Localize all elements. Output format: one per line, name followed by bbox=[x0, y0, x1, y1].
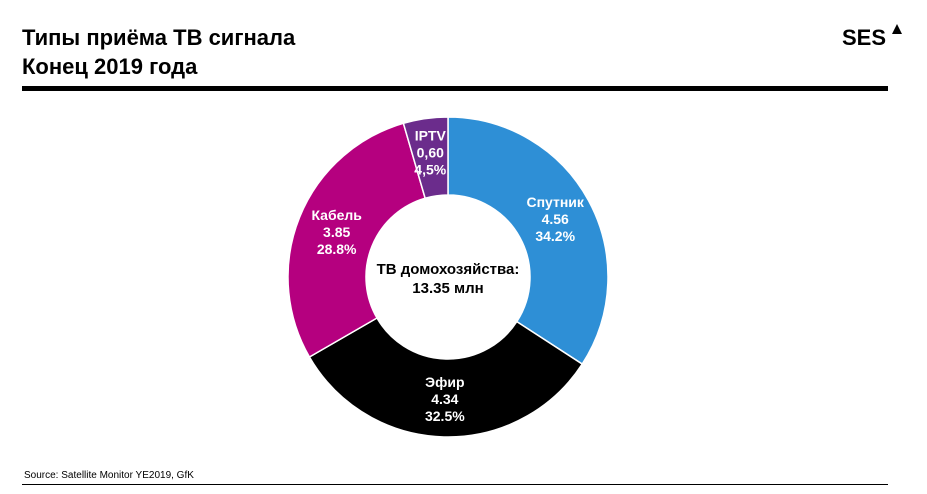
donut-slice-2 bbox=[308, 316, 584, 438]
donut-slice-3 bbox=[287, 122, 427, 359]
logo-text: SES bbox=[842, 25, 887, 50]
page-title: Типы приёма ТВ сигнала Конец 2019 года bbox=[22, 23, 295, 81]
slice-name-2: Эфир bbox=[425, 374, 464, 390]
center-label-line-2: 13.35 млн bbox=[412, 280, 483, 297]
footer-divider bbox=[22, 484, 888, 485]
slice-percent-1: 34.2% bbox=[535, 228, 575, 244]
donut-slices bbox=[287, 116, 609, 438]
slice-value-1: 4.56 bbox=[542, 211, 569, 227]
triangle-icon bbox=[892, 24, 902, 34]
title-line-1: Типы приёма ТВ сигнала bbox=[22, 25, 296, 50]
donut-slice-4 bbox=[402, 116, 449, 200]
slice-name-4: IPTV bbox=[415, 127, 447, 143]
donut-slice-1 bbox=[447, 116, 609, 366]
slice-percent-2: 32.5% bbox=[425, 408, 465, 424]
slice-percent-3: 28.8% bbox=[317, 241, 357, 257]
source-note: Source: Satellite Monitor YE2019, GfK bbox=[24, 470, 194, 481]
slice-name-1: Спутник bbox=[526, 194, 584, 210]
ses-logo: SES bbox=[842, 24, 904, 51]
center-label-line-1: ТВ домохозяйства: bbox=[377, 261, 520, 278]
title-divider bbox=[22, 86, 888, 91]
slice-value-3: 3.85 bbox=[323, 224, 350, 240]
slice-name-3: Кабель bbox=[311, 207, 362, 223]
title-line-2: Конец 2019 года bbox=[22, 54, 198, 79]
slice-value-2: 4.34 bbox=[431, 391, 458, 407]
slice-percent-4: 4,5% bbox=[414, 161, 446, 177]
slice-value-4: 0,60 bbox=[417, 144, 444, 160]
